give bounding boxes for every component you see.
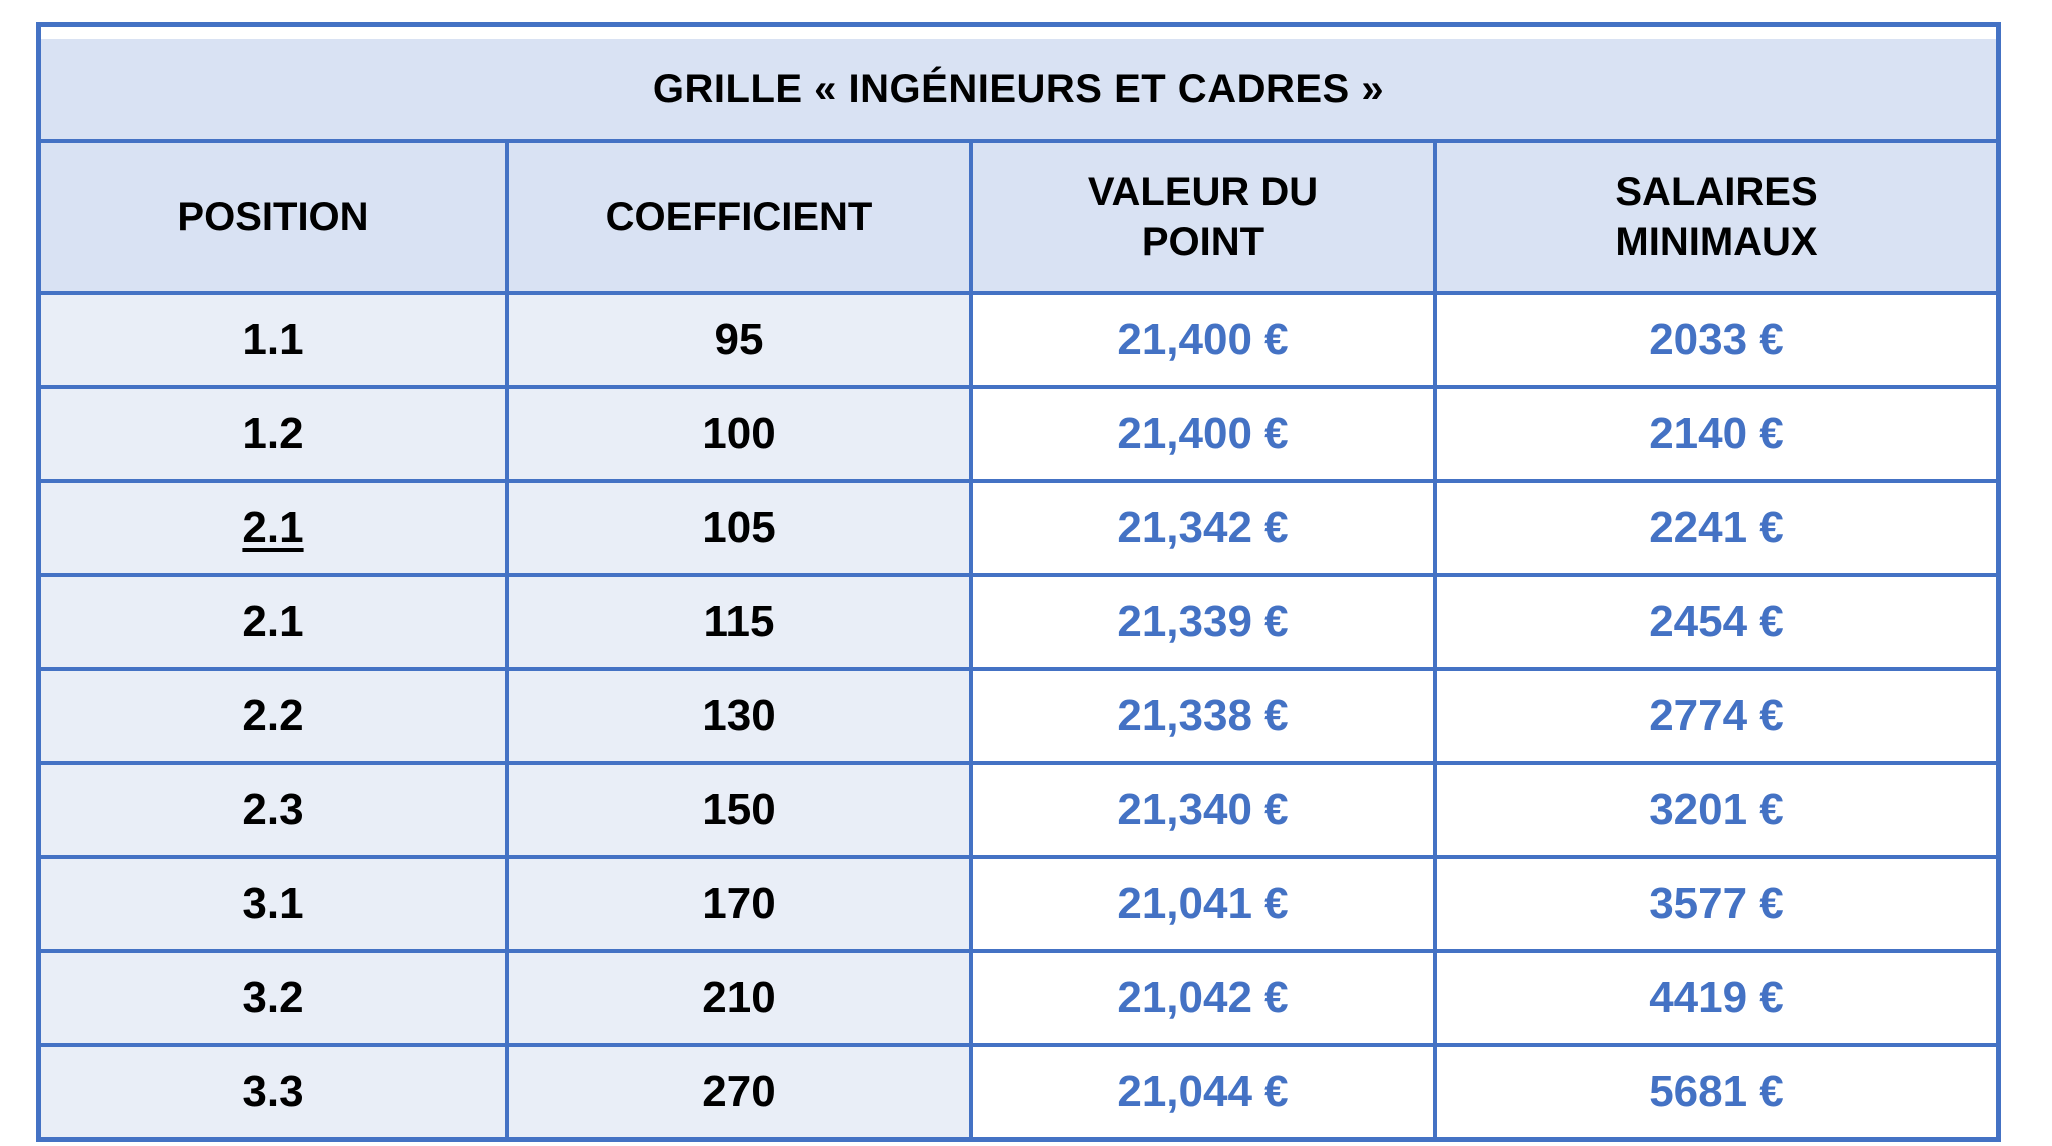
cell-coefficient: 210 bbox=[505, 953, 969, 1043]
cell-coefficient: 100 bbox=[505, 389, 969, 479]
table-row: 3.3 270 21,044 € 5681 € bbox=[41, 1043, 1996, 1137]
cell-valeur-du-point: 21,042 € bbox=[969, 953, 1433, 1043]
column-header-position: POSITION bbox=[177, 195, 369, 239]
cell-position: 2.1 bbox=[41, 483, 505, 573]
cell-valeur-du-point: 21,339 € bbox=[969, 577, 1433, 667]
table-row: 2.1 115 21,339 € 2454 € bbox=[41, 573, 1996, 667]
cell-position: 2.3 bbox=[41, 765, 505, 855]
cell-valeur-du-point: 21,340 € bbox=[969, 765, 1433, 855]
cell-valeur-du-point: 21,400 € bbox=[969, 389, 1433, 479]
cell-salaire-minimum: 2454 € bbox=[1433, 577, 1996, 667]
cell-valeur-du-point: 21,041 € bbox=[969, 859, 1433, 949]
cell-position: 3.2 bbox=[41, 953, 505, 1043]
cell-valeur-du-point: 21,338 € bbox=[969, 671, 1433, 761]
cell-position: 3.3 bbox=[41, 1047, 505, 1137]
cell-coefficient: 105 bbox=[505, 483, 969, 573]
table-row: 1.1 95 21,400 € 2033 € bbox=[41, 291, 1996, 385]
table-title: GRILLE « INGÉNIEURS ET CADRES » bbox=[41, 39, 1996, 143]
table-row: 1.2 100 21,400 € 2140 € bbox=[41, 385, 1996, 479]
cell-coefficient: 95 bbox=[505, 295, 969, 385]
table-title-text: GRILLE « INGÉNIEURS ET CADRES » bbox=[652, 66, 1385, 111]
cell-salaire-minimum: 4419 € bbox=[1433, 953, 1996, 1043]
cell-coefficient: 170 bbox=[505, 859, 969, 949]
cell-salaire-minimum: 2033 € bbox=[1433, 295, 1996, 385]
table-header-row: POSITION COEFFICIENT VALEUR DU POINT SAL… bbox=[41, 143, 1996, 291]
cell-coefficient: 270 bbox=[505, 1047, 969, 1137]
cell-coefficient: 115 bbox=[505, 577, 969, 667]
table-top-spacer bbox=[41, 27, 1996, 39]
cell-salaire-minimum: 2774 € bbox=[1433, 671, 1996, 761]
cell-valeur-du-point: 21,400 € bbox=[969, 295, 1433, 385]
cell-salaire-minimum: 3201 € bbox=[1433, 765, 1996, 855]
column-header-coefficient: COEFFICIENT bbox=[505, 143, 969, 291]
table-row: 2.1 105 21,342 € 2241 € bbox=[41, 479, 1996, 573]
cell-position: 3.1 bbox=[41, 859, 505, 949]
table-row: 2.2 130 21,338 € 2774 € bbox=[41, 667, 1996, 761]
cell-position: 2.2 bbox=[41, 671, 505, 761]
cell-valeur-du-point: 21,044 € bbox=[969, 1047, 1433, 1137]
column-header-valeur-du-point: VALEUR DU POINT bbox=[969, 143, 1433, 291]
cell-salaire-minimum: 5681 € bbox=[1433, 1047, 1996, 1137]
cell-coefficient: 150 bbox=[505, 765, 969, 855]
table-row: 3.1 170 21,041 € 3577 € bbox=[41, 855, 1996, 949]
cell-salaire-minimum: 3577 € bbox=[1433, 859, 1996, 949]
cell-salaire-minimum: 2241 € bbox=[1433, 483, 1996, 573]
cell-position: 2.1 bbox=[41, 577, 505, 667]
table-row: 2.3 150 21,340 € 3201 € bbox=[41, 761, 1996, 855]
cell-position: 1.1 bbox=[41, 295, 505, 385]
column-header-salaires-minimaux: SALAIRES MINIMAUX bbox=[1433, 143, 1996, 291]
salary-grid-table: GRILLE « INGÉNIEURS ET CADRES » POSITION… bbox=[36, 22, 2001, 1142]
table-row: 3.2 210 21,042 € 4419 € bbox=[41, 949, 1996, 1043]
cell-position: 1.2 bbox=[41, 389, 505, 479]
cell-coefficient: 130 bbox=[505, 671, 969, 761]
cell-salaire-minimum: 2140 € bbox=[1433, 389, 1996, 479]
cell-valeur-du-point: 21,342 € bbox=[969, 483, 1433, 573]
